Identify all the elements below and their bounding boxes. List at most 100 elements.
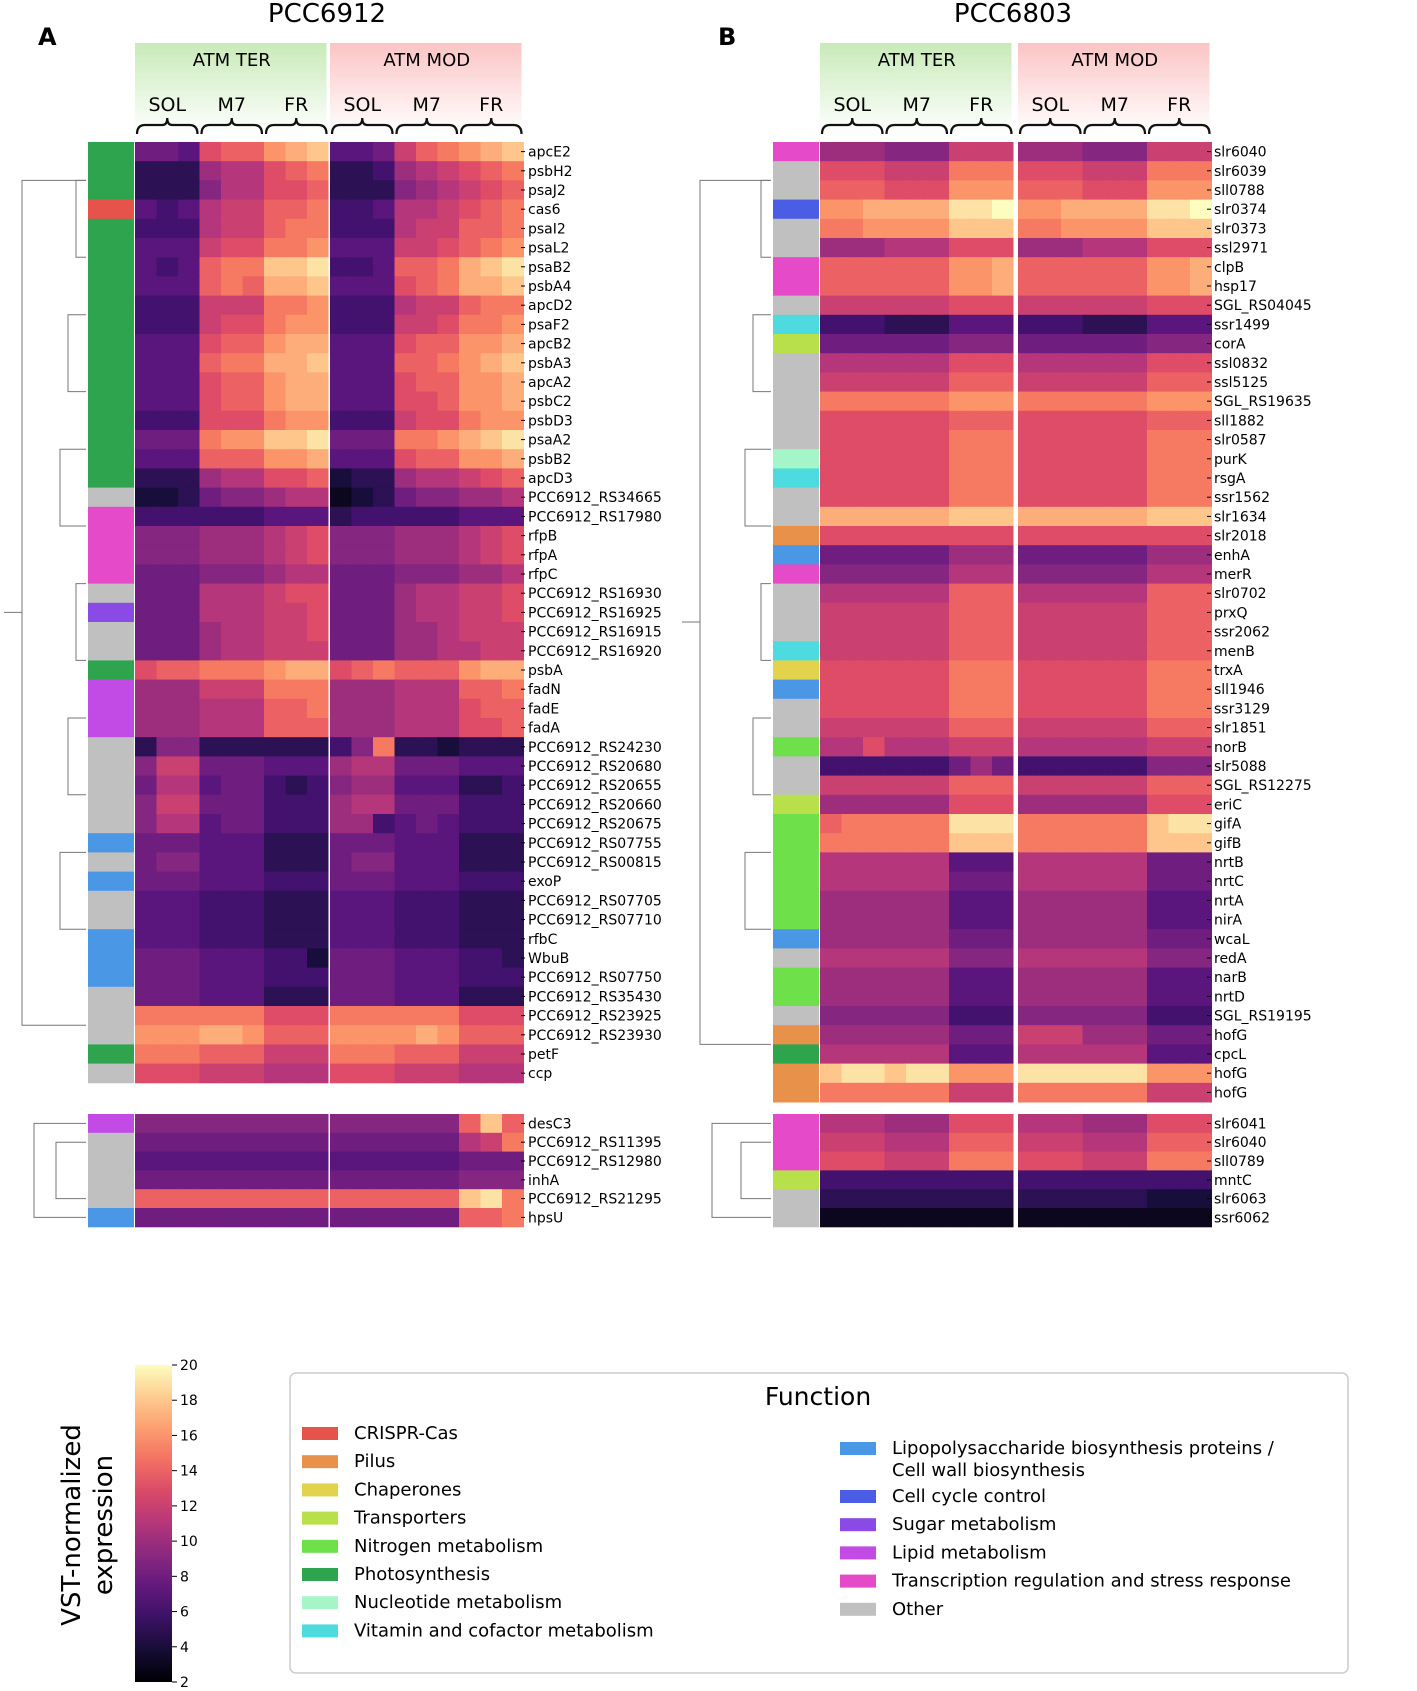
heatmap-cell [927, 602, 950, 623]
heatmap-cell [949, 602, 971, 623]
gene-label: psaL2 [528, 241, 569, 257]
heatmap-cell [264, 218, 286, 239]
heatmap-cell [135, 583, 157, 604]
function-strip-cell [773, 334, 819, 354]
heatmap-cell [820, 180, 842, 201]
heatmap-cell [1147, 852, 1169, 873]
heatmap-cell [1018, 718, 1040, 738]
heatmap-cell [330, 487, 352, 508]
heatmap-cell [264, 468, 286, 489]
legend-swatch [302, 1539, 338, 1553]
heatmap-cell [1039, 257, 1062, 277]
dendrogram-branch [67, 717, 86, 796]
heatmap-cell [394, 986, 417, 1007]
heatmap-cell [480, 1208, 503, 1228]
gene-label: ssr2062 [1214, 625, 1270, 641]
heatmap-cell [906, 737, 928, 757]
dendrogram-branch [67, 314, 86, 393]
heatmap-cell [199, 794, 222, 815]
gene-label: rfpC [528, 567, 558, 583]
heatmap-cell [351, 1189, 374, 1209]
function-strip-cell [773, 602, 819, 623]
heatmap-cell [1039, 314, 1062, 335]
medium-label: FR [1167, 94, 1191, 116]
heatmap-cell [1168, 468, 1191, 489]
heatmap-cell [992, 1170, 1014, 1190]
heatmap-cell [1190, 641, 1212, 661]
heatmap-cell [416, 353, 438, 373]
heatmap-cell [416, 142, 438, 162]
heatmap-cell [373, 487, 395, 508]
heatmap-cell [285, 487, 308, 508]
heatmap-cell [1039, 487, 1062, 508]
heatmap-cell [351, 545, 374, 565]
function-strip-cell [773, 276, 819, 297]
heatmap-cell [1082, 410, 1105, 431]
heatmap-cell [970, 449, 993, 469]
heatmap-cell [178, 1170, 200, 1190]
heatmap-cell [242, 1114, 265, 1134]
heatmap-cell [841, 718, 864, 738]
legend-label: Lipopolysaccharide biosynthesis proteins… [892, 1438, 1275, 1459]
heatmap-cell [927, 660, 950, 681]
heatmap-cell [1061, 775, 1083, 796]
heatmap-cell [1018, 814, 1040, 834]
heatmap-cell [221, 1025, 243, 1045]
function-strip-cell [88, 1063, 134, 1084]
gene-label: rfbC [528, 932, 558, 948]
heatmap-cell [373, 1006, 395, 1026]
gene-label: PCC6912_RS20660 [528, 797, 662, 813]
heatmap-cell [156, 1114, 179, 1134]
heatmap-cell [373, 218, 395, 239]
heatmap-cell [1147, 986, 1169, 1007]
heatmap-cell [330, 526, 352, 546]
heatmap-cell [242, 1208, 265, 1228]
heatmap-cell [1190, 1082, 1212, 1103]
heatmap-cell [970, 487, 993, 508]
heatmap-cell [178, 718, 200, 738]
heatmap-cell [480, 967, 503, 988]
heatmap-cell [1190, 1006, 1212, 1026]
medium-brace [1083, 117, 1147, 135]
heatmap-cell [906, 180, 928, 201]
heatmap-cell [437, 660, 460, 681]
heatmap-cell [1039, 1006, 1062, 1026]
heatmap-cell [906, 449, 928, 469]
heatmap-cell [394, 142, 417, 162]
heatmap-cell [135, 410, 157, 431]
heatmap-cell [373, 430, 395, 450]
gene-label: PCC6912_RS17980 [528, 509, 662, 525]
heatmap-cell [1039, 622, 1062, 642]
heatmap-cell [949, 199, 971, 220]
heatmap-cell [156, 218, 179, 239]
heatmap-cell [927, 756, 950, 777]
gene-label: psaA2 [528, 433, 571, 449]
heatmap-cell [199, 545, 222, 565]
heatmap-cell [178, 602, 200, 623]
heatmap-cell [285, 756, 308, 777]
heatmap-cell [1018, 468, 1040, 489]
heatmap-cell [459, 737, 481, 757]
heatmap-cell [480, 1044, 503, 1065]
heatmap-cell [394, 641, 417, 661]
heatmap-cell [373, 756, 395, 777]
heatmap-cell [1190, 276, 1212, 297]
heatmap-cell [1147, 564, 1169, 585]
heatmap-cell [221, 545, 243, 565]
heatmap-cell [199, 718, 222, 738]
heatmap-cell [480, 910, 503, 930]
heatmap-cell [1125, 180, 1148, 201]
heatmap-cell [416, 238, 438, 258]
heatmap-cell [1018, 1208, 1040, 1228]
heatmap-cell [1168, 890, 1191, 911]
heatmap-cell [221, 890, 243, 911]
heatmap-cell [156, 1025, 179, 1045]
dendrogram-branch [699, 179, 771, 1045]
heatmap-cell [927, 698, 950, 719]
function-strip-cell [773, 506, 819, 527]
heatmap-cell [394, 257, 417, 277]
heatmap-cell [1061, 295, 1083, 316]
heatmap-cell [351, 1170, 374, 1190]
heatmap-cell [416, 929, 438, 949]
heatmap-cell [221, 986, 243, 1007]
